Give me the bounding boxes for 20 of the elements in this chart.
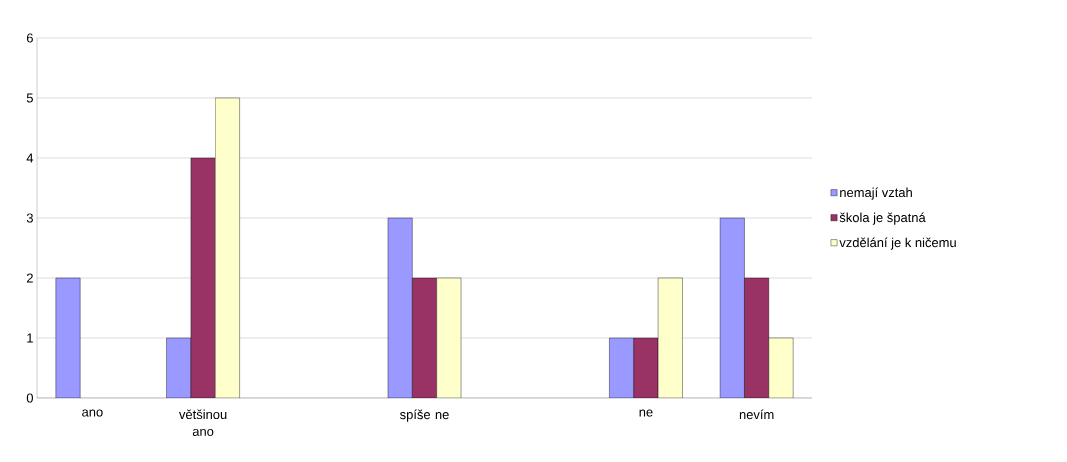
bar xyxy=(744,277,770,398)
x-tick-label: nevím xyxy=(739,409,774,420)
y-tick-label: 6 xyxy=(26,33,33,43)
bar xyxy=(55,277,81,398)
y-tick-label: 1 xyxy=(27,333,33,343)
legend-label: škola je špatná xyxy=(839,212,926,225)
legend-label: vzdělání je k ničemu xyxy=(839,237,956,250)
legend-label: nemají vztah xyxy=(840,187,912,200)
y-tick-label: 5 xyxy=(26,93,33,103)
x-tick-label: většinou ano xyxy=(179,409,227,436)
y-tick-label: 4 xyxy=(26,153,34,163)
y-tick-label: 2 xyxy=(26,273,33,283)
y-tick-label: 0 xyxy=(26,393,33,403)
x-tick-label: ne xyxy=(639,409,653,417)
y-tick-label: 3 xyxy=(26,213,33,223)
bar xyxy=(190,157,216,398)
bar xyxy=(412,277,437,398)
x-tick-label: spíše ne xyxy=(400,409,449,422)
bar xyxy=(633,337,659,398)
x-tick-label: ano xyxy=(82,409,103,417)
